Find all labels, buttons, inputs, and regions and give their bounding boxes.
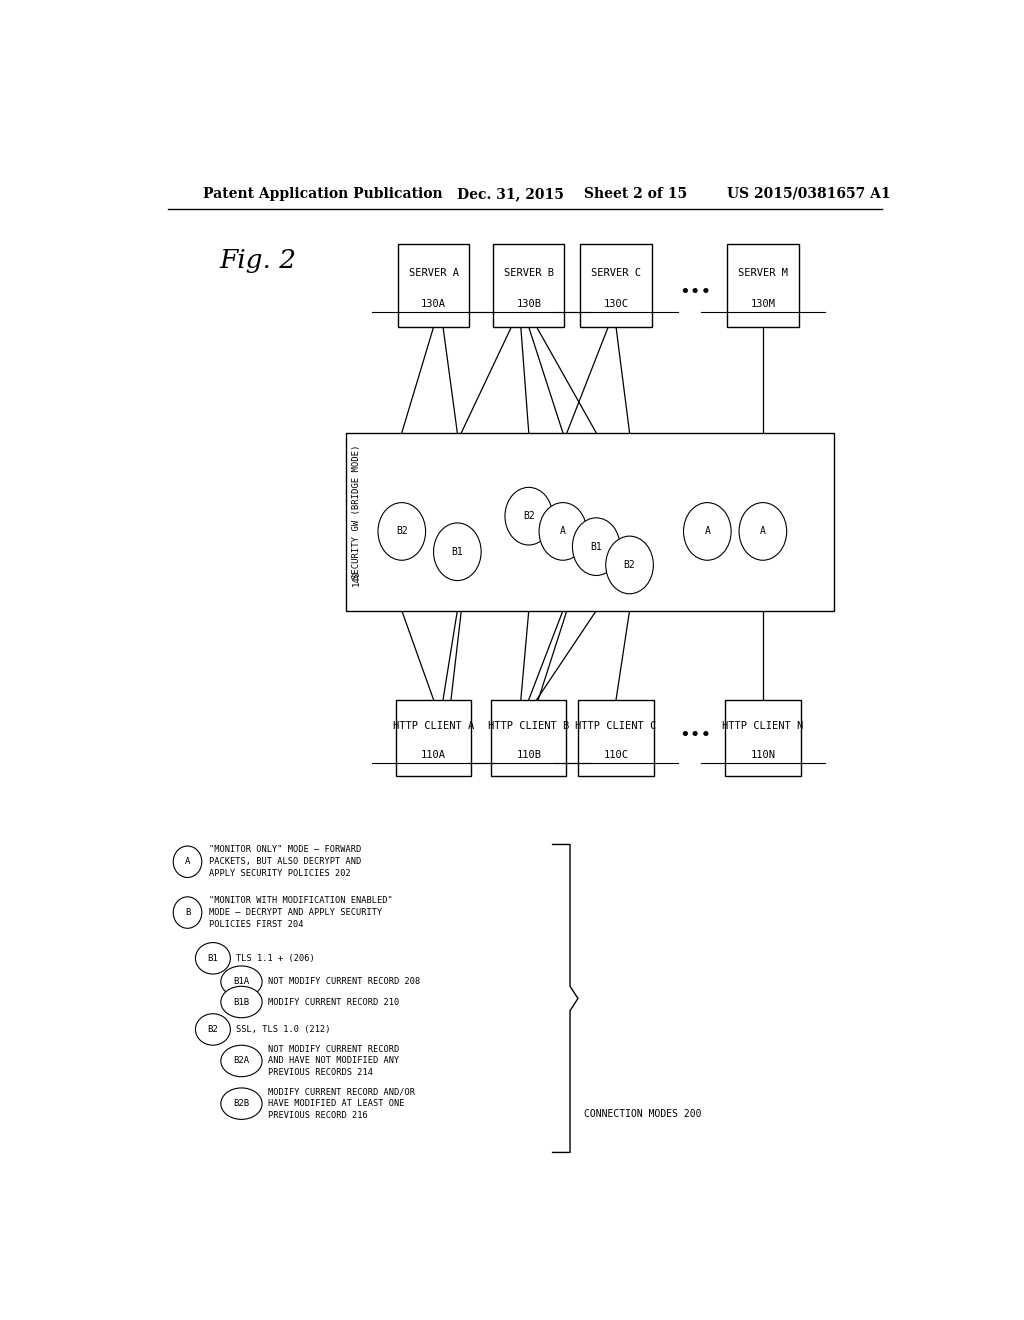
- Ellipse shape: [173, 846, 202, 878]
- Text: A: A: [760, 527, 766, 536]
- Text: 130M: 130M: [751, 298, 775, 309]
- Text: B2: B2: [396, 527, 408, 536]
- Text: B: B: [185, 908, 190, 917]
- Text: CONNECTION MODES 200: CONNECTION MODES 200: [585, 1109, 701, 1119]
- Text: "MONITOR WITH MODIFICATION ENABLED"
MODE – DECRYPT AND APPLY SECURITY
POLICIES F: "MONITOR WITH MODIFICATION ENABLED" MODE…: [209, 896, 392, 929]
- Text: NOT MODIFY CURRENT RECORD 208: NOT MODIFY CURRENT RECORD 208: [267, 977, 420, 986]
- Text: MODIFY CURRENT RECORD AND/OR
HAVE MODIFIED AT LEAST ONE
PREVIOUS RECORD 216: MODIFY CURRENT RECORD AND/OR HAVE MODIFI…: [267, 1088, 415, 1119]
- Text: •••: •••: [679, 727, 712, 744]
- Text: SERVER M: SERVER M: [738, 268, 787, 279]
- Text: HTTP CLIENT C: HTTP CLIENT C: [575, 721, 656, 731]
- Text: SERVER C: SERVER C: [591, 268, 641, 279]
- Bar: [581, 244, 651, 327]
- Ellipse shape: [505, 487, 553, 545]
- Ellipse shape: [739, 503, 786, 560]
- Text: US 2015/0381657 A1: US 2015/0381657 A1: [727, 187, 891, 201]
- Text: 110N: 110N: [751, 750, 775, 759]
- Text: Fig. 2: Fig. 2: [219, 248, 296, 272]
- Text: 110A: 110A: [421, 750, 446, 759]
- Text: A: A: [705, 527, 711, 536]
- Bar: [727, 244, 799, 327]
- Ellipse shape: [221, 986, 262, 1018]
- Bar: [494, 244, 564, 327]
- Text: B1: B1: [591, 541, 602, 552]
- Text: A: A: [560, 527, 566, 536]
- Text: SECURITY GW (BRIDGE MODE): SECURITY GW (BRIDGE MODE): [352, 445, 361, 578]
- Text: 110B: 110B: [516, 750, 542, 759]
- Text: HTTP CLIENT N: HTTP CLIENT N: [722, 721, 804, 731]
- Text: SERVER A: SERVER A: [409, 268, 459, 279]
- Text: B2A: B2A: [233, 1056, 250, 1065]
- Bar: [346, 433, 835, 611]
- Text: 130C: 130C: [603, 298, 629, 309]
- Text: Dec. 31, 2015: Dec. 31, 2015: [458, 187, 564, 201]
- Text: B1: B1: [452, 546, 463, 557]
- Text: 130A: 130A: [421, 298, 446, 309]
- Ellipse shape: [221, 1045, 262, 1077]
- Text: NOT MODIFY CURRENT RECORD
AND HAVE NOT MODIFIED ANY
PREVIOUS RECORDS 214: NOT MODIFY CURRENT RECORD AND HAVE NOT M…: [267, 1044, 399, 1077]
- Text: •••: •••: [679, 284, 712, 301]
- Text: B1: B1: [208, 954, 218, 962]
- Ellipse shape: [221, 966, 262, 998]
- Bar: [725, 700, 801, 776]
- Text: B2: B2: [523, 511, 535, 521]
- Text: B2: B2: [208, 1024, 218, 1034]
- Ellipse shape: [572, 517, 620, 576]
- Text: B1B: B1B: [233, 998, 250, 1007]
- Bar: [396, 700, 471, 776]
- Ellipse shape: [196, 1014, 230, 1045]
- Text: 130B: 130B: [516, 298, 542, 309]
- Ellipse shape: [196, 942, 230, 974]
- Text: B2B: B2B: [233, 1100, 250, 1109]
- Bar: [579, 700, 653, 776]
- Text: HTTP CLIENT B: HTTP CLIENT B: [488, 721, 569, 731]
- Ellipse shape: [378, 503, 426, 560]
- Ellipse shape: [539, 503, 587, 560]
- Text: SERVER B: SERVER B: [504, 268, 554, 279]
- Ellipse shape: [433, 523, 481, 581]
- Text: Patent Application Publication: Patent Application Publication: [204, 187, 443, 201]
- Bar: [492, 700, 566, 776]
- Text: "MONITOR ONLY" MODE – FORWARD
PACKETS, BUT ALSO DECRYPT AND
APPLY SECURITY POLIC: "MONITOR ONLY" MODE – FORWARD PACKETS, B…: [209, 845, 361, 878]
- Ellipse shape: [606, 536, 653, 594]
- Text: B2: B2: [624, 560, 636, 570]
- Ellipse shape: [221, 1088, 262, 1119]
- Text: Sheet 2 of 15: Sheet 2 of 15: [585, 187, 687, 201]
- Text: HTTP CLIENT A: HTTP CLIENT A: [393, 721, 474, 731]
- Ellipse shape: [173, 896, 202, 928]
- Text: MODIFY CURRENT RECORD 210: MODIFY CURRENT RECORD 210: [267, 998, 399, 1007]
- Text: TLS 1.1 + (206): TLS 1.1 + (206): [236, 954, 314, 962]
- Text: 140: 140: [352, 570, 361, 586]
- Text: SSL, TLS 1.0 (212): SSL, TLS 1.0 (212): [236, 1024, 331, 1034]
- Text: A: A: [185, 857, 190, 866]
- Bar: [397, 244, 469, 327]
- Text: 110C: 110C: [603, 750, 629, 759]
- Text: B1A: B1A: [233, 977, 250, 986]
- Ellipse shape: [684, 503, 731, 560]
